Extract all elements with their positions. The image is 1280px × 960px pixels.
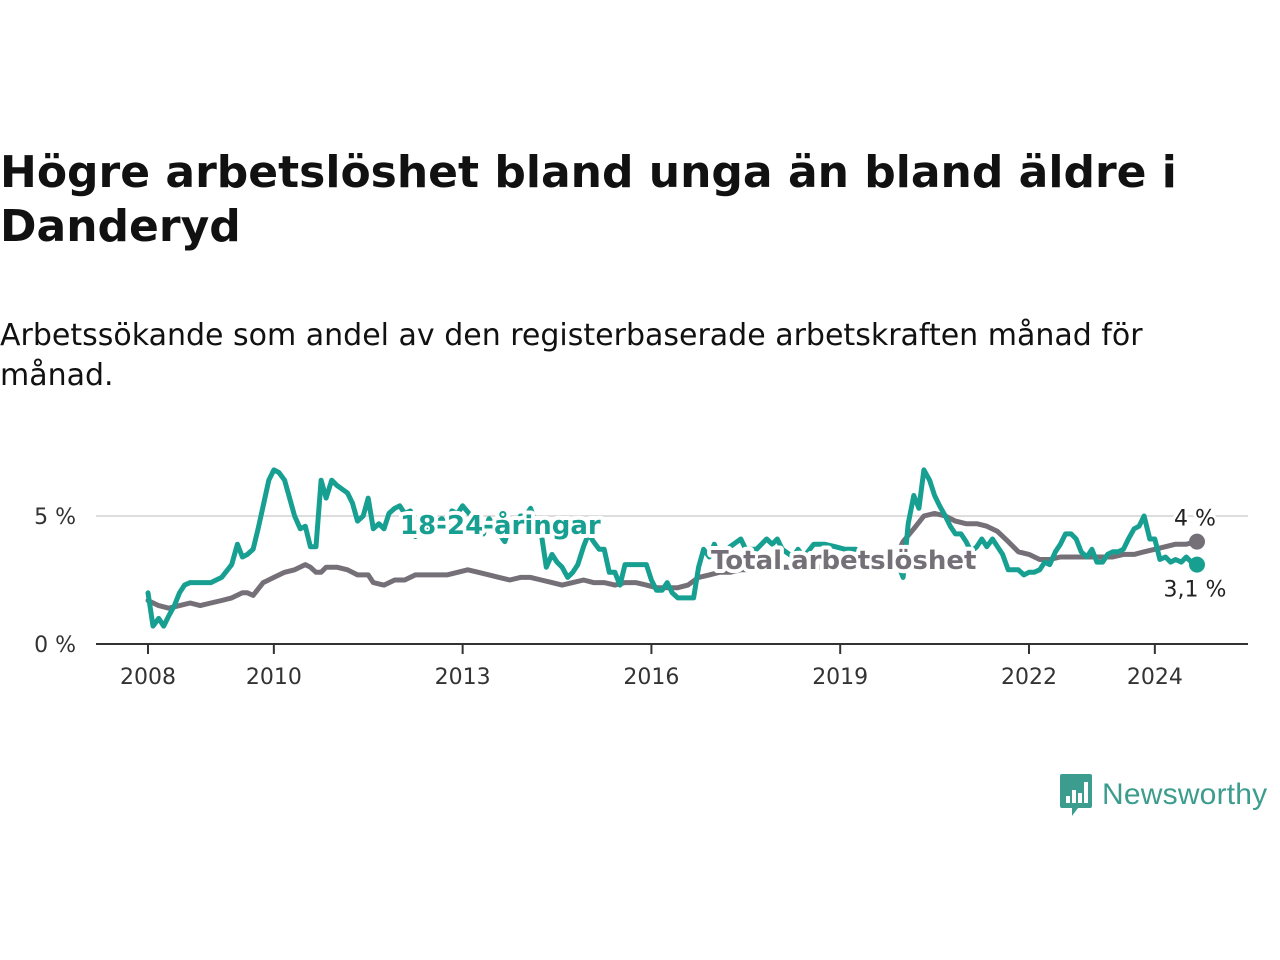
chart-subtitle: Arbetssökande som andel av den registerb… [0,318,1143,393]
series-label-total: Total arbetslöshet [711,546,976,576]
x-tick-label-6: 2024 [1127,665,1183,690]
end-value-label-total: 4 % [1174,507,1216,532]
chart-title: Högre arbetslöshet bland unga än bland ä… [0,147,1177,252]
series-line-youth [145,467,1200,629]
series-labels: 18-24-åringar Total arbetslöshet 4 % 3,1 % [396,504,1229,606]
x-tick-label-1: 2010 [246,665,302,690]
series-end-point-youth [1189,556,1205,573]
x-tick-label-4: 2019 [812,665,868,690]
y-axis-ticks: 0 % 5 % [34,505,76,658]
series-lines [145,467,1205,629]
y-tick-label-1: 5 % [34,505,76,530]
end-value-label-youth: 3,1 % [1164,578,1227,603]
line-chart: 0 % 5 % 2008 2010 2013 2016 2019 2022 2024 18-2… [34,467,1248,690]
newsworthy-brand[interactable]: Newsworthy [1058,772,1267,818]
y-tick-label-0: 0 % [34,633,76,658]
x-tick-label-0: 2008 [120,665,176,690]
newsworthy-wordmark: Newsworthy [1102,778,1268,811]
series-end-point-total [1189,533,1205,550]
series-label-youth: 18-24-åringar [400,509,601,541]
x-tick-label-5: 2022 [1001,665,1057,690]
x-axis-ticks: 2008 2010 2013 2016 2019 2022 2024 [120,644,1183,690]
x-tick-label-3: 2016 [623,665,679,690]
x-tick-label-2: 2013 [435,665,491,690]
newsworthy-logo-icon [1060,774,1092,816]
